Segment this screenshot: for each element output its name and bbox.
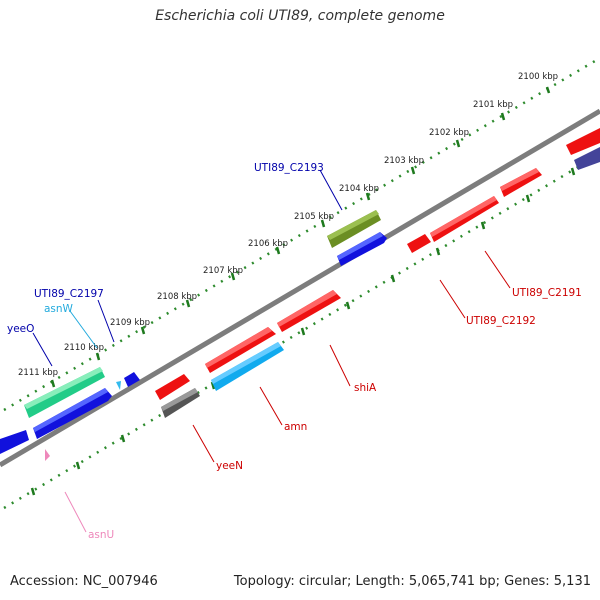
- outer-ruler: [3, 56, 600, 412]
- label-leaders: [32, 169, 511, 533]
- gene-utI89-c2197[interactable]: [24, 367, 105, 418]
- gene-red-small-c2192[interactable]: [407, 234, 431, 253]
- tick-label: 2106 kbp: [248, 239, 288, 249]
- tick-label: 2109 kbp: [110, 318, 150, 328]
- accession-text: Accession: NC_007946: [10, 574, 158, 589]
- gene-label: UTI89_C2192: [466, 315, 536, 327]
- gene-red-amn-upper[interactable]: [205, 327, 276, 373]
- outer-major-ticks: [50, 86, 551, 388]
- genome-summary-text: Topology: circular; Length: 5,065,741 bp…: [233, 574, 591, 589]
- tick-label: 2103 kbp: [384, 156, 424, 166]
- gene-yeeo[interactable]: [33, 388, 112, 439]
- tick-label: 2105 kbp: [294, 212, 334, 222]
- genome-title: Escherichia coli UTI89, complete genome: [155, 8, 445, 24]
- gene-red-yeen[interactable]: [155, 374, 190, 400]
- gene-label: UTI89_C2193: [254, 162, 324, 174]
- gene-asnu[interactable]: [45, 449, 50, 461]
- gene-label: yeeO: [7, 323, 34, 335]
- gene-utI89-c2192[interactable]: [430, 196, 499, 242]
- gene-navy-right[interactable]: [574, 147, 600, 170]
- tick-label: 2101 kbp: [473, 100, 513, 110]
- tick-label: 2111 kbp: [18, 368, 58, 378]
- tick-label: 2102 kbp: [429, 128, 469, 138]
- gene-small-blue[interactable]: [124, 372, 140, 387]
- gene-yeen[interactable]: [161, 388, 200, 418]
- gene-label: UTI89_C2197: [34, 288, 104, 300]
- tick-label: 2110 kbp: [64, 343, 104, 353]
- gene-label: asnW: [44, 303, 74, 315]
- gene-label: UTI89_C2191: [512, 287, 582, 299]
- gene-utI89-c2193[interactable]: [327, 210, 381, 248]
- gene-blue-edge[interactable]: [0, 430, 29, 454]
- inner-ruler: [3, 152, 600, 510]
- gene-label: amn: [284, 421, 307, 433]
- gene-blue-2104[interactable]: [337, 232, 387, 266]
- genome-backbone: [0, 108, 600, 468]
- gene-label: asnU: [88, 529, 114, 541]
- gene-shia[interactable]: [277, 290, 341, 332]
- tick-label: 2104 kbp: [339, 184, 379, 194]
- gene-red-right-top[interactable]: [566, 128, 600, 155]
- gene-label: shiA: [354, 382, 377, 394]
- gene-amn[interactable]: [211, 342, 284, 391]
- gene-utI89-c2191[interactable]: [500, 168, 542, 197]
- tick-label: 2100 kbp: [518, 72, 558, 82]
- gene-label: yeeN: [216, 460, 243, 472]
- gene-asnw[interactable]: [116, 381, 121, 390]
- tick-label: 2107 kbp: [203, 266, 243, 276]
- tick-label: 2108 kbp: [157, 292, 197, 302]
